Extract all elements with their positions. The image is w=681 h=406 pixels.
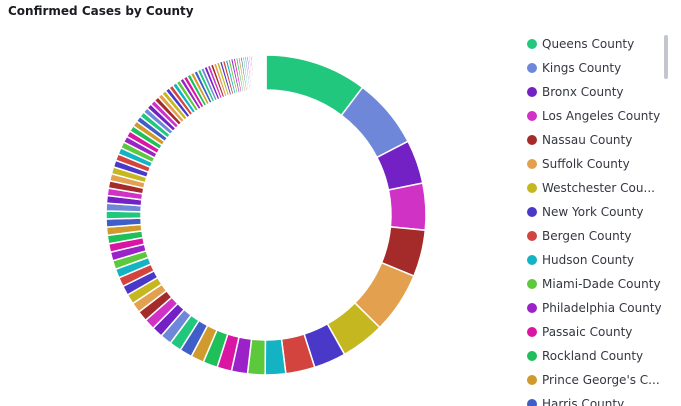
legend-label: Passaic County [542,325,633,339]
legend-item[interactable]: Passaic County [527,320,667,344]
legend-swatch [527,231,537,241]
scrollbar[interactable] [664,35,668,79]
legend-item[interactable]: Suffolk County [527,152,667,176]
legend: Queens County Kings County Bronx County Los… [527,32,667,406]
legend-item[interactable]: Nassau County [527,128,667,152]
legend-label: Rockland County [542,349,644,363]
legend-item[interactable]: Bronx County [527,80,667,104]
legend-item[interactable]: Miami-Dade County [527,272,667,296]
legend-label: Bergen County [542,229,632,243]
legend-label: Bronx County [542,85,624,99]
legend-swatch [527,63,537,73]
legend-label: Harris County [542,397,625,406]
legend-swatch [527,327,537,337]
legend-label: Prince George's C... [542,373,660,387]
legend-swatch [527,183,537,193]
legend-swatch [527,279,537,289]
legend-swatch [527,111,537,121]
legend-swatch [527,399,537,406]
legend-swatch [527,159,537,169]
legend-item[interactable]: New York County [527,200,667,224]
legend-swatch [527,87,537,97]
legend-swatch [527,351,537,361]
legend-item[interactable]: Harris County [527,392,667,406]
legend-item[interactable]: Kings County [527,56,667,80]
legend-item[interactable]: Prince George's C... [527,368,667,392]
legend-label: Kings County [542,61,622,75]
legend-label: Miami-Dade County [542,277,661,291]
legend-label: Nassau County [542,133,633,147]
legend-swatch [527,39,537,49]
legend-swatch [527,255,537,265]
legend-item[interactable]: Queens County [527,32,667,56]
legend-label: Hudson County [542,253,634,267]
legend-item[interactable]: Westchester Cou... [527,176,667,200]
slice[interactable] [387,182,427,232]
legend-swatch [527,135,537,145]
legend-label: Los Angeles County [542,109,661,123]
donut [105,54,427,376]
legend-label: New York County [542,205,644,219]
legend-swatch [527,207,537,217]
legend-label: Philadelphia County [542,301,662,315]
legend-item[interactable]: Hudson County [527,248,667,272]
chart-title: Confirmed Cases by County [8,4,194,18]
legend-item[interactable]: Philadelphia County [527,296,667,320]
legend-label: Suffolk County [542,157,630,171]
legend-label: Queens County [542,37,635,51]
slice[interactable] [264,338,287,376]
legend-item[interactable]: Rockland County [527,344,667,368]
legend-label: Westchester Cou... [542,181,655,195]
legend-item[interactable]: Bergen County [527,224,667,248]
legend-swatch [527,375,537,385]
legend-swatch [527,303,537,313]
legend-item[interactable]: Los Angeles County [527,104,667,128]
